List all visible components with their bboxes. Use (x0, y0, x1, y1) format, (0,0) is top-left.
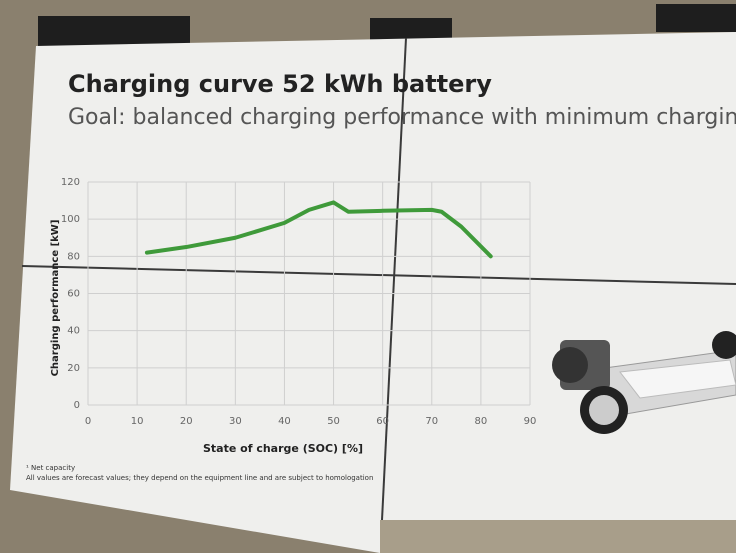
y-tick-label: 20 (67, 363, 80, 374)
x-tick-label: 20 (180, 416, 193, 427)
camera (370, 18, 452, 40)
car-illustration (552, 331, 736, 434)
x-tick-label: 10 (131, 416, 144, 427)
speaker (38, 16, 190, 46)
footnote: All values are forecast values; they dep… (26, 474, 373, 482)
bezel (21, 265, 736, 285)
floor (380, 520, 736, 553)
x-axis-label: State of charge (SOC) [%] (203, 442, 363, 455)
y-tick-label: 40 (67, 326, 80, 337)
x-tick-label: 80 (475, 416, 488, 427)
chart-title: Charging curve 52 kWh battery (68, 70, 492, 98)
data-line (144, 200, 493, 259)
x-tick-label: 50 (327, 416, 340, 427)
speaker (656, 4, 736, 32)
x-tick-label: 60 (376, 416, 389, 427)
x-tick-label: 40 (278, 416, 291, 427)
y-tick-label: 80 (67, 251, 80, 262)
chart-subtitle: Goal: balanced charging performance with… (68, 105, 736, 130)
footnote: ¹ Net capacity (26, 464, 75, 472)
bezel (381, 37, 407, 521)
screen (10, 32, 736, 553)
x-tick-label: 30 (229, 416, 242, 427)
y-tick-label: 120 (61, 177, 80, 188)
x-tick-label: 0 (85, 416, 91, 427)
x-tick-label: 90 (524, 416, 537, 427)
y-axis-label: Charging performance [kW] (50, 220, 61, 377)
y-tick-label: 0 (74, 400, 80, 411)
x-tick-label: 70 (425, 416, 438, 427)
y-tick-label: 60 (67, 289, 80, 300)
y-tick-label: 100 (61, 214, 80, 225)
